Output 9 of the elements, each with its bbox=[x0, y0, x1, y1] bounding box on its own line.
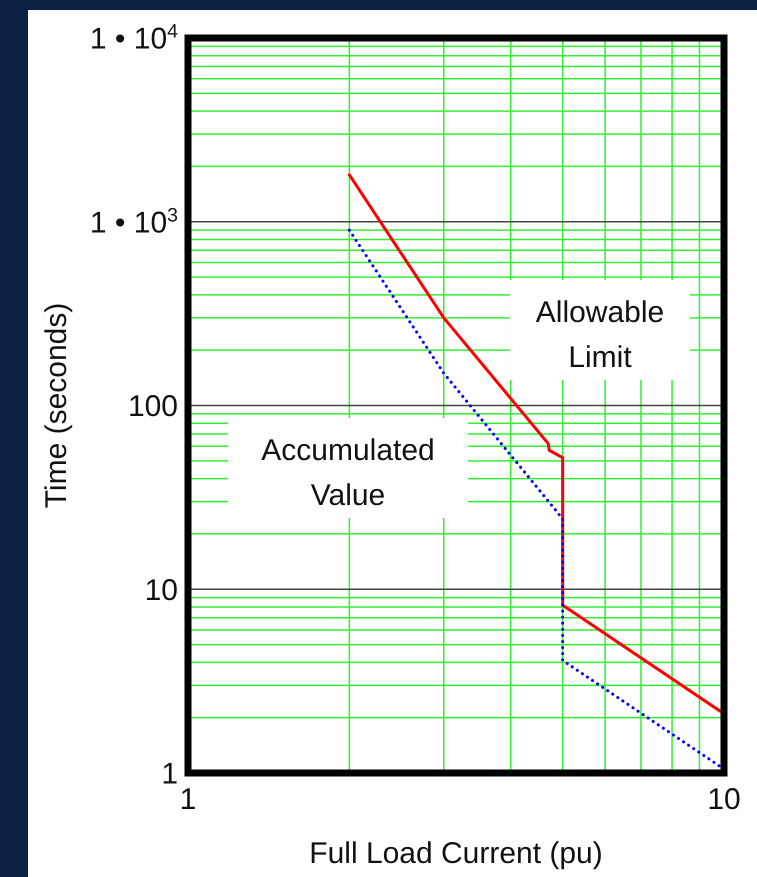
x-axis-title: Full Load Current (pu) bbox=[309, 837, 603, 870]
y-tick-label: 100 bbox=[128, 390, 178, 423]
annotation: Allowable Limit bbox=[536, 296, 664, 374]
annotation: Accumulated Value bbox=[261, 434, 435, 512]
y-tick-label: 1 • 10$^{3}$ bbox=[90, 204, 178, 240]
y-tick-label: 10 bbox=[144, 574, 178, 607]
y-axis-title: Time (seconds) bbox=[40, 302, 73, 508]
y-tick-label: 1 bbox=[161, 758, 178, 790]
y-tick-label: 1 • 10$^{4}$ bbox=[90, 20, 178, 56]
